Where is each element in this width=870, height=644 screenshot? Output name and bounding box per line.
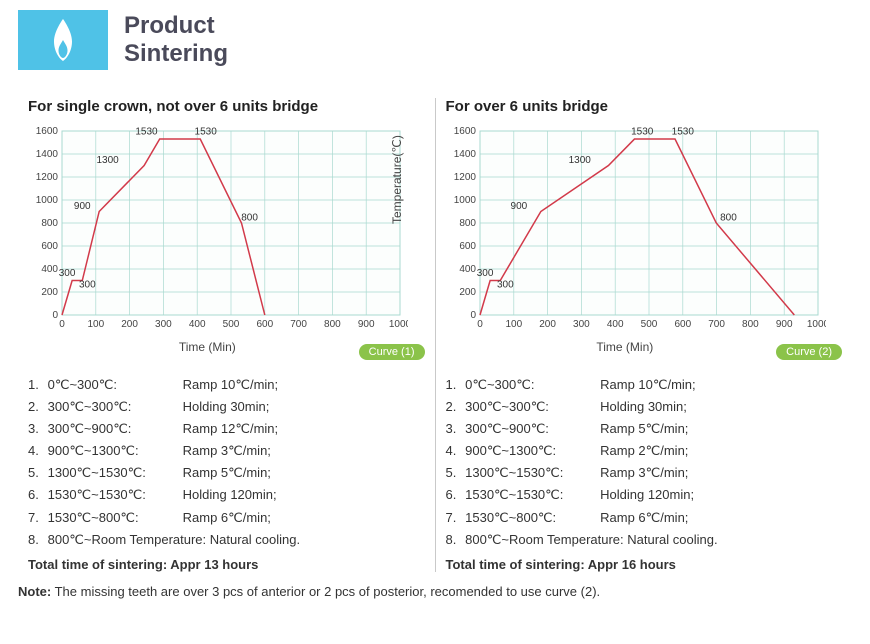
svg-text:600: 600 xyxy=(674,319,691,330)
svg-text:1530: 1530 xyxy=(671,126,694,137)
svg-text:300: 300 xyxy=(155,319,172,330)
panel2-heading: For over 6 units bridge xyxy=(446,98,843,115)
step-item: 8. 800℃~Room Temperature: Natural coolin… xyxy=(28,529,425,551)
svg-text:1000: 1000 xyxy=(806,319,825,330)
svg-text:0: 0 xyxy=(477,319,483,330)
svg-text:800: 800 xyxy=(41,218,58,229)
svg-text:900: 900 xyxy=(510,201,527,212)
panel2-xlabel: Time (Min) xyxy=(596,340,653,354)
svg-text:1530: 1530 xyxy=(195,126,218,137)
page-title: Product Sintering xyxy=(124,12,228,67)
note-text: The missing teeth are over 3 pcs of ante… xyxy=(51,584,600,599)
title-line-1: Product xyxy=(124,12,228,40)
panel1-xlabel: Time (Min) xyxy=(179,340,236,354)
svg-text:0: 0 xyxy=(52,310,58,321)
step-item: 1. 0℃~300℃:Ramp 10℃/min; xyxy=(28,374,425,396)
svg-text:100: 100 xyxy=(87,319,104,330)
svg-text:1000: 1000 xyxy=(389,319,408,330)
curve-1-badge: Curve (1) xyxy=(359,344,425,360)
svg-text:800: 800 xyxy=(241,213,258,224)
step-item: 5. 1300℃~1530℃:Ramp 5℃/min; xyxy=(28,462,425,484)
svg-text:400: 400 xyxy=(189,319,206,330)
svg-text:300: 300 xyxy=(59,268,76,279)
svg-text:1000: 1000 xyxy=(36,195,59,206)
panel1-total: Total time of sintering: Appr 13 hours xyxy=(28,557,425,572)
panel2-chart: Temperature(℃) 0100200300400500600700800… xyxy=(446,123,843,360)
svg-text:600: 600 xyxy=(41,241,58,252)
svg-text:300: 300 xyxy=(79,279,96,290)
svg-text:900: 900 xyxy=(74,201,91,212)
svg-text:1400: 1400 xyxy=(36,149,59,160)
step-item: 3. 300℃~900℃:Ramp 5℃/min; xyxy=(446,418,843,440)
svg-text:1530: 1530 xyxy=(135,126,158,137)
title-line-2: Sintering xyxy=(124,40,228,68)
svg-text:500: 500 xyxy=(640,319,657,330)
svg-text:400: 400 xyxy=(459,264,476,275)
panels-row: For single crown, not over 6 units bridg… xyxy=(18,98,852,572)
curve-2-badge: Curve (2) xyxy=(776,344,842,360)
svg-text:1300: 1300 xyxy=(568,155,591,166)
svg-text:100: 100 xyxy=(505,319,522,330)
svg-text:800: 800 xyxy=(324,319,341,330)
panel-curve-2: For over 6 units bridge Temperature(℃) 0… xyxy=(436,98,853,572)
svg-text:300: 300 xyxy=(573,319,590,330)
svg-text:400: 400 xyxy=(606,319,623,330)
panel2-svg: 0100200300400500600700800900100002004006… xyxy=(446,123,826,333)
note-label: Note: xyxy=(18,584,51,599)
step-item: 5. 1300℃~1530℃:Ramp 3℃/min; xyxy=(446,462,843,484)
svg-text:500: 500 xyxy=(223,319,240,330)
page-header: Product Sintering xyxy=(18,10,852,70)
svg-text:600: 600 xyxy=(459,241,476,252)
footer-note: Note: The missing teeth are over 3 pcs o… xyxy=(18,584,852,599)
panel2-steps: 1. 0℃~300℃:Ramp 10℃/min;2. 300℃~300℃:Hol… xyxy=(446,374,843,551)
svg-text:900: 900 xyxy=(358,319,375,330)
step-item: 2. 300℃~300℃:Holding 30min; xyxy=(446,396,843,418)
svg-text:1200: 1200 xyxy=(453,172,476,183)
flame-icon xyxy=(18,10,108,70)
svg-text:200: 200 xyxy=(41,287,58,298)
svg-text:800: 800 xyxy=(742,319,759,330)
svg-text:1200: 1200 xyxy=(36,172,59,183)
svg-text:700: 700 xyxy=(290,319,307,330)
svg-text:400: 400 xyxy=(41,264,58,275)
step-item: 4. 900℃~1300℃:Ramp 3℃/min; xyxy=(28,440,425,462)
step-item: 6. 1530℃~1530℃:Holding 120min; xyxy=(446,484,843,506)
panel2-total: Total time of sintering: Appr 16 hours xyxy=(446,557,843,572)
svg-text:900: 900 xyxy=(775,319,792,330)
svg-text:300: 300 xyxy=(476,268,493,279)
step-item: 2. 300℃~300℃:Holding 30min; xyxy=(28,396,425,418)
svg-text:1000: 1000 xyxy=(453,195,476,206)
svg-text:300: 300 xyxy=(497,279,514,290)
svg-text:200: 200 xyxy=(121,319,138,330)
step-item: 3. 300℃~900℃:Ramp 12℃/min; xyxy=(28,418,425,440)
flame-svg xyxy=(45,18,81,62)
step-item: 1. 0℃~300℃:Ramp 10℃/min; xyxy=(446,374,843,396)
panel1-steps: 1. 0℃~300℃:Ramp 10℃/min;2. 300℃~300℃:Hol… xyxy=(28,374,425,551)
step-item: 4. 900℃~1300℃:Ramp 2℃/min; xyxy=(446,440,843,462)
step-item: 8. 800℃~Room Temperature: Natural coolin… xyxy=(446,529,843,551)
svg-text:1300: 1300 xyxy=(97,155,120,166)
panel2-ylabel: Temperature(℃) xyxy=(390,135,404,224)
panel1-chart: Temperature(℃) 0100200300400500600700800… xyxy=(28,123,425,360)
step-item: 7. 1530℃~800℃:Ramp 6℃/min; xyxy=(446,507,843,529)
panel1-heading: For single crown, not over 6 units bridg… xyxy=(28,98,425,115)
panel-curve-1: For single crown, not over 6 units bridg… xyxy=(18,98,435,572)
svg-text:600: 600 xyxy=(256,319,273,330)
svg-text:800: 800 xyxy=(459,218,476,229)
svg-text:700: 700 xyxy=(708,319,725,330)
svg-text:1600: 1600 xyxy=(36,126,59,137)
svg-text:1400: 1400 xyxy=(453,149,476,160)
step-item: 7. 1530℃~800℃:Ramp 6℃/min; xyxy=(28,507,425,529)
svg-text:1530: 1530 xyxy=(631,126,654,137)
svg-text:800: 800 xyxy=(720,213,737,224)
svg-text:200: 200 xyxy=(539,319,556,330)
svg-text:200: 200 xyxy=(459,287,476,298)
step-item: 6. 1530℃~1530℃:Holding 120min; xyxy=(28,484,425,506)
panel1-svg: 0100200300400500600700800900100002004006… xyxy=(28,123,408,333)
svg-text:1600: 1600 xyxy=(453,126,476,137)
svg-text:0: 0 xyxy=(59,319,65,330)
svg-text:0: 0 xyxy=(470,310,476,321)
